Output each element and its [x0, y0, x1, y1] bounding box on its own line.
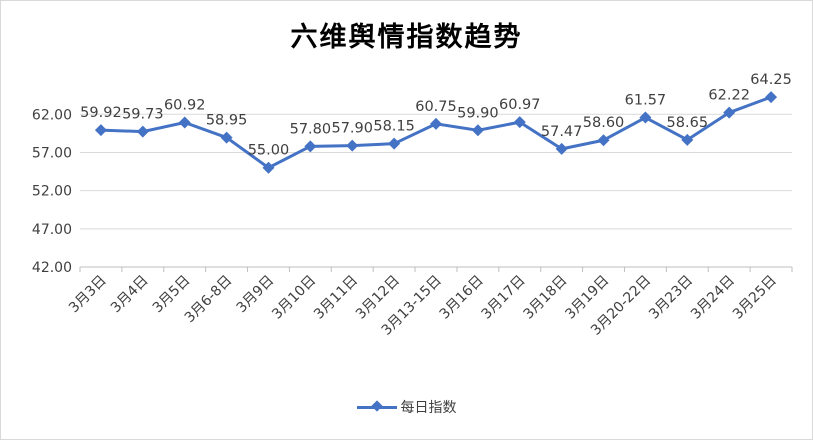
data-label: 61.57: [625, 93, 667, 109]
data-label: 59.90: [457, 105, 499, 121]
y-tick-label: 47.00: [32, 222, 72, 238]
data-point: [94, 124, 107, 137]
data-point: [346, 139, 359, 152]
data-point: [136, 125, 149, 138]
legend-marker-icon: [356, 400, 397, 412]
data-point: [681, 133, 694, 146]
data-point: [304, 140, 317, 153]
data-label: 59.73: [122, 107, 164, 123]
data-label: 58.60: [583, 115, 625, 131]
legend-label: 每日指数: [400, 400, 457, 416]
y-tick-label: 62.00: [32, 107, 72, 123]
x-tick-label: 3月4日: [108, 273, 152, 317]
data-label: 60.92: [164, 98, 206, 114]
x-tick-label: 3月18日: [520, 273, 570, 323]
data-label: 55.00: [248, 143, 290, 159]
data-point: [178, 116, 191, 129]
data-label: 60.97: [499, 97, 541, 113]
data-label: 62.22: [708, 88, 750, 104]
data-point: [597, 134, 610, 147]
legend: 每日指数: [1, 397, 812, 417]
x-tick-label: 3月10日: [269, 273, 319, 323]
x-tick-label: 3月25日: [730, 273, 780, 323]
data-point: [430, 117, 442, 130]
data-point: [220, 131, 233, 144]
data-label: 57.47: [541, 124, 583, 140]
data-point: [765, 91, 778, 104]
x-tick-label: 3月23日: [646, 273, 696, 323]
y-tick-label: 57.00: [32, 145, 72, 161]
data-label: 58.15: [373, 119, 415, 135]
data-point: [723, 106, 736, 119]
chart-title: 六维舆情指数趋势: [290, 22, 523, 53]
data-point: [555, 142, 568, 155]
data-label: 57.90: [331, 121, 373, 137]
data-point: [513, 116, 526, 129]
data-label: 58.65: [667, 115, 709, 131]
data-label: 59.92: [80, 105, 122, 121]
x-tick-label: 3月16日: [437, 273, 487, 323]
x-tick-label: 3月3日: [66, 273, 110, 317]
x-tick-label: 3月17日: [479, 273, 529, 323]
data-label: 60.75: [415, 99, 457, 115]
data-point: [471, 124, 484, 137]
data-point: [639, 111, 652, 124]
data-label: 57.80: [290, 121, 332, 137]
data-point: [388, 137, 401, 150]
x-tick-label: 3月24日: [688, 273, 738, 323]
x-tick-label: 3月11日: [311, 273, 361, 323]
data-label: 64.25: [750, 72, 792, 88]
data-label: 58.95: [206, 113, 248, 129]
y-tick-label: 52.00: [32, 184, 72, 200]
y-tick-label: 42.00: [32, 260, 72, 276]
data-point: [262, 161, 275, 174]
